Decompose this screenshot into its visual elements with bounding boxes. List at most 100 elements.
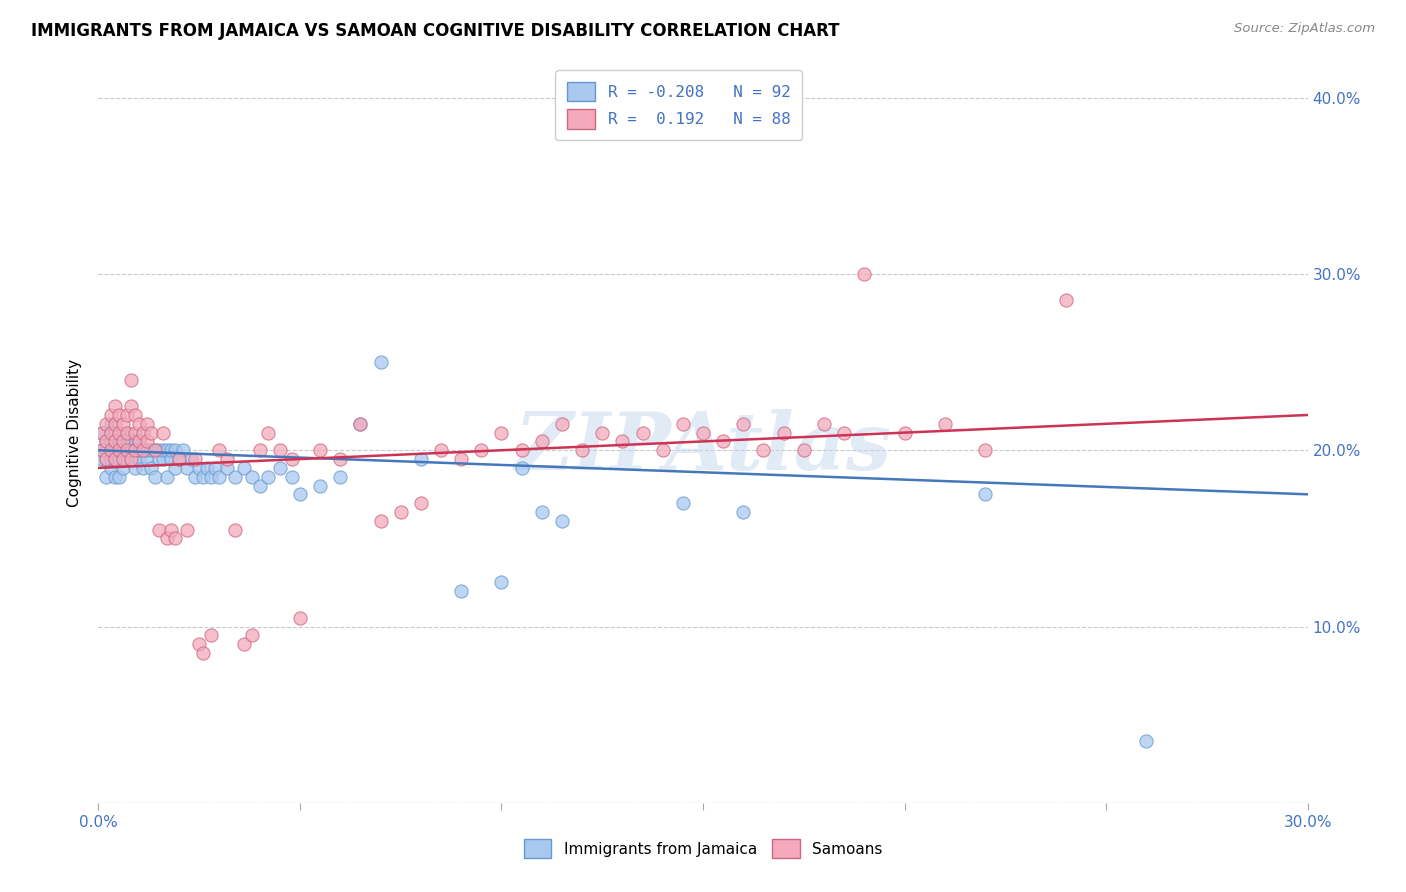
Point bbox=[115, 408, 138, 422]
Point bbox=[120, 373, 142, 387]
Point bbox=[100, 452, 122, 467]
Point bbox=[115, 443, 138, 458]
Point bbox=[349, 417, 371, 431]
Point bbox=[772, 425, 794, 440]
Point bbox=[91, 425, 114, 440]
Point bbox=[733, 417, 755, 431]
Point bbox=[188, 637, 211, 651]
Point bbox=[193, 646, 215, 660]
Point bbox=[853, 267, 876, 281]
Point bbox=[571, 443, 593, 458]
Point bbox=[692, 425, 714, 440]
Point bbox=[974, 487, 997, 501]
Point bbox=[124, 425, 146, 440]
Point bbox=[96, 434, 118, 449]
Text: ZIPAtlas: ZIPAtlas bbox=[515, 409, 891, 486]
Point bbox=[651, 443, 673, 458]
Point bbox=[430, 443, 453, 458]
Point bbox=[152, 425, 174, 440]
Point bbox=[370, 355, 392, 369]
Point bbox=[96, 443, 118, 458]
Point bbox=[813, 417, 835, 431]
Point bbox=[111, 434, 134, 449]
Point bbox=[120, 452, 142, 467]
Point bbox=[107, 434, 129, 449]
Point bbox=[107, 408, 129, 422]
Point bbox=[224, 523, 246, 537]
Point bbox=[176, 523, 198, 537]
Point bbox=[163, 443, 186, 458]
Point bbox=[551, 417, 574, 431]
Point bbox=[91, 452, 114, 467]
Point bbox=[172, 443, 194, 458]
Point bbox=[470, 443, 492, 458]
Point bbox=[124, 443, 146, 458]
Point bbox=[115, 425, 138, 440]
Y-axis label: Cognitive Disability: Cognitive Disability bbox=[67, 359, 83, 507]
Point bbox=[672, 496, 695, 510]
Point bbox=[91, 443, 114, 458]
Point bbox=[148, 443, 170, 458]
Point bbox=[180, 452, 202, 467]
Point bbox=[184, 469, 207, 483]
Point bbox=[128, 417, 150, 431]
Point bbox=[240, 469, 263, 483]
Point bbox=[163, 461, 186, 475]
Point bbox=[329, 452, 352, 467]
Point bbox=[100, 425, 122, 440]
Point bbox=[115, 452, 138, 467]
Point bbox=[139, 443, 162, 458]
Point bbox=[124, 434, 146, 449]
Point bbox=[148, 452, 170, 467]
Point bbox=[281, 469, 304, 483]
Point bbox=[100, 461, 122, 475]
Point bbox=[135, 443, 157, 458]
Point bbox=[167, 452, 190, 467]
Point bbox=[184, 452, 207, 467]
Point bbox=[103, 469, 125, 483]
Point bbox=[143, 443, 166, 458]
Point bbox=[256, 469, 278, 483]
Point bbox=[128, 434, 150, 449]
Point bbox=[288, 487, 311, 501]
Point bbox=[974, 443, 997, 458]
Point bbox=[96, 452, 118, 467]
Point bbox=[128, 443, 150, 458]
Point bbox=[176, 461, 198, 475]
Point bbox=[793, 443, 815, 458]
Point bbox=[107, 469, 129, 483]
Point bbox=[115, 425, 138, 440]
Point bbox=[631, 425, 654, 440]
Point bbox=[281, 452, 304, 467]
Point bbox=[752, 443, 775, 458]
Point bbox=[409, 452, 432, 467]
Point bbox=[148, 523, 170, 537]
Point bbox=[217, 452, 239, 467]
Point bbox=[163, 532, 186, 546]
Point bbox=[269, 461, 291, 475]
Point bbox=[100, 408, 122, 422]
Point bbox=[152, 443, 174, 458]
Point bbox=[152, 452, 174, 467]
Point bbox=[934, 417, 956, 431]
Point bbox=[107, 443, 129, 458]
Point bbox=[450, 584, 472, 599]
Point bbox=[672, 417, 695, 431]
Point bbox=[551, 514, 574, 528]
Point bbox=[132, 443, 155, 458]
Point bbox=[100, 425, 122, 440]
Point bbox=[1054, 293, 1077, 308]
Point bbox=[107, 443, 129, 458]
Point bbox=[143, 469, 166, 483]
Text: Source: ZipAtlas.com: Source: ZipAtlas.com bbox=[1234, 22, 1375, 36]
Point bbox=[103, 434, 125, 449]
Point bbox=[832, 425, 855, 440]
Point bbox=[349, 417, 371, 431]
Point bbox=[135, 434, 157, 449]
Point bbox=[139, 425, 162, 440]
Point bbox=[204, 461, 226, 475]
Point bbox=[91, 443, 114, 458]
Point bbox=[132, 443, 155, 458]
Point bbox=[1135, 734, 1157, 748]
Legend: Immigrants from Jamaica, Samoans: Immigrants from Jamaica, Samoans bbox=[516, 831, 890, 865]
